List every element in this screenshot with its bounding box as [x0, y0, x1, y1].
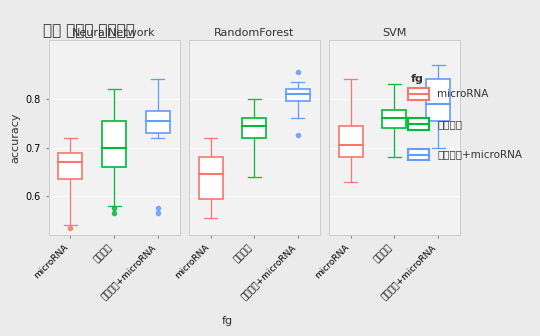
Text: microRNA: microRNA [437, 89, 489, 99]
FancyBboxPatch shape [242, 118, 266, 138]
Text: fg: fg [221, 316, 232, 326]
FancyBboxPatch shape [339, 126, 363, 157]
Title: SVM: SVM [382, 28, 407, 38]
Text: 기기정보: 기기정보 [437, 119, 462, 129]
FancyBboxPatch shape [146, 111, 170, 133]
Y-axis label: accuracy: accuracy [10, 113, 20, 163]
FancyBboxPatch shape [286, 89, 310, 101]
Text: 기기정보+microRNA: 기기정보+microRNA [437, 150, 522, 160]
FancyBboxPatch shape [58, 153, 83, 179]
Title: NeuralNetwork: NeuralNetwork [72, 28, 156, 38]
FancyBboxPatch shape [382, 110, 407, 128]
Title: RandomForest: RandomForest [214, 28, 294, 38]
Text: 변수 조합별 성능비교: 변수 조합별 성능비교 [43, 24, 135, 39]
FancyBboxPatch shape [199, 157, 222, 199]
Text: fg: fg [410, 74, 423, 84]
FancyBboxPatch shape [426, 79, 450, 121]
FancyBboxPatch shape [102, 121, 126, 167]
